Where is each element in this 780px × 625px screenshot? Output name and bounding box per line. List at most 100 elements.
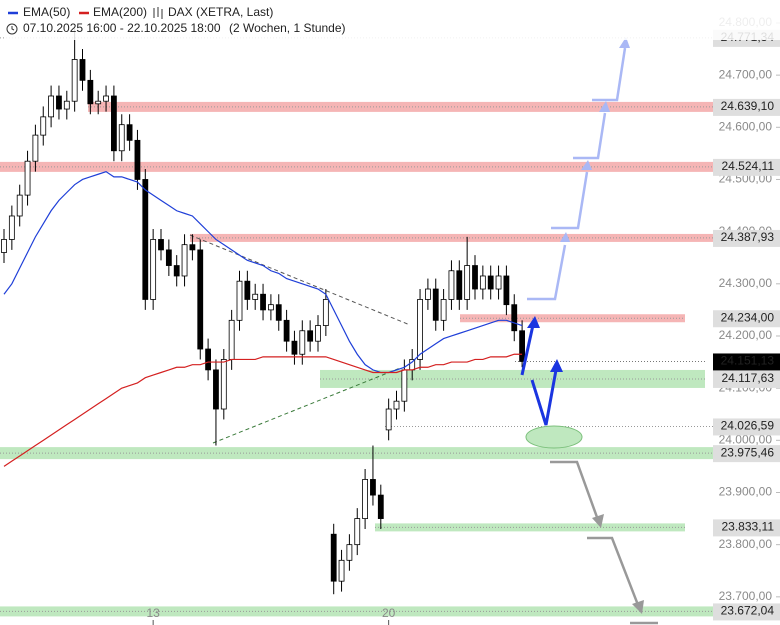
candle-body [8, 215, 15, 240]
candle-body [118, 124, 125, 152]
candle-body [432, 288, 439, 321]
candle-body [495, 275, 502, 290]
arrow [530, 369, 558, 426]
arrow-head [581, 160, 592, 170]
x-tick-label: 20 [382, 606, 396, 620]
level-label: 24.151,13 [721, 354, 775, 368]
candle-body [142, 179, 149, 300]
interval: (2 Wochen, 1 Stunde) [229, 21, 346, 35]
level-label: 24.387,93 [721, 230, 775, 244]
ema-line [3, 353, 523, 467]
x-tick-label: 13 [146, 606, 160, 620]
arrow-head [619, 37, 630, 48]
candle-body [362, 479, 369, 519]
level-label-bg [713, 98, 780, 116]
trend-line [212, 367, 401, 444]
trend-line [189, 234, 411, 326]
level-label: 23.975,46 [721, 445, 775, 459]
level-band [375, 523, 685, 532]
y-tick-label: 24.000,00 [719, 432, 773, 446]
candle-body [424, 288, 431, 300]
candle-body [291, 340, 298, 355]
candle-body [338, 559, 345, 582]
candle-body [1, 239, 7, 253]
y-tick-label: 24.200,00 [719, 328, 773, 342]
level-label-bg [713, 370, 780, 388]
candle-body [503, 275, 510, 306]
candle-body [370, 479, 376, 496]
candle-body [95, 100, 102, 105]
candle-body [315, 325, 321, 342]
level-label-bg [713, 310, 780, 328]
level-label-bg [713, 158, 780, 176]
candle-body [519, 330, 525, 362]
y-tick-label: 23.900,00 [719, 485, 773, 499]
level-label: 24.026,59 [721, 419, 775, 433]
candle-body [346, 544, 353, 561]
legend-label: EMA(50) [23, 5, 70, 19]
candle-body [511, 304, 518, 332]
candle-body [189, 244, 196, 251]
candle-body [440, 299, 447, 321]
level-label-bg [713, 519, 780, 537]
candle-body [283, 319, 290, 342]
candle-body [267, 304, 274, 311]
level-label: 23.833,11 [722, 520, 775, 534]
level-label-bg [713, 445, 780, 463]
candle-body [354, 518, 361, 546]
candle-body [377, 494, 384, 519]
step-arrow [527, 244, 567, 301]
candle-body [173, 265, 180, 277]
ema-lines [3, 170, 523, 467]
candle-body [275, 304, 282, 321]
candle-body [71, 59, 78, 102]
arrow-head [599, 101, 610, 112]
time-axis: 13 20 [146, 606, 396, 625]
candle-body [330, 533, 337, 582]
clock-icon [6, 23, 18, 35]
arrow [550, 460, 600, 521]
level-band [190, 233, 715, 242]
candle-icon [153, 7, 163, 19]
candle-body [165, 249, 172, 266]
legend-label: EMA(200) [93, 5, 147, 19]
candle-body [401, 369, 408, 402]
candle-body [213, 369, 219, 410]
candle-body [322, 299, 329, 326]
level-label: 24.639,10 [721, 99, 775, 113]
candle-body [16, 194, 23, 217]
candle-body [181, 244, 188, 277]
candle-body [48, 95, 54, 118]
candle-body [40, 116, 47, 136]
candle-body [260, 293, 266, 311]
candle-body [244, 280, 251, 300]
level-label: 24.524,11 [722, 159, 775, 173]
candles [1, 28, 525, 595]
level-label-bg [713, 353, 780, 371]
y-tick-label: 23.800,00 [719, 537, 773, 551]
level-label: 24.234,00 [721, 310, 775, 324]
candle-body [111, 95, 117, 152]
y-tick-label: 24.700,00 [719, 67, 773, 81]
candle-body [158, 239, 164, 251]
step-arrow [573, 112, 607, 160]
arrow-head [632, 600, 644, 614]
candle-body [448, 270, 455, 300]
candle-body [456, 270, 463, 300]
candle-body [56, 95, 62, 110]
projection-up [527, 47, 627, 301]
y-tick-label: 24.600,00 [719, 119, 773, 133]
candle-body [472, 265, 478, 290]
arrow [520, 324, 535, 376]
projection-main [520, 324, 558, 426]
candle-body [220, 359, 227, 410]
clock-hand [11, 26, 15, 31]
candle-body [487, 275, 494, 290]
level-label-bg [713, 229, 780, 247]
arrow-heads [527, 316, 563, 372]
arrow-head [550, 359, 563, 372]
candle-body [79, 59, 86, 81]
candle-body [479, 275, 486, 290]
arrow-head [527, 316, 540, 328]
candle-body [252, 293, 259, 300]
